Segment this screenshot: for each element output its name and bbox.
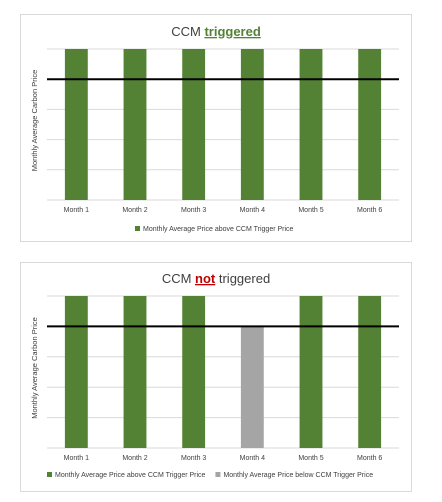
title-suffix: triggered <box>215 271 270 286</box>
chart-triggered-svg: CCM triggered Monthly Average Carbon Pric… <box>30 24 399 233</box>
x-tick-label: Month 6 <box>357 455 382 462</box>
title-prefix: CCM <box>162 271 195 286</box>
legend-swatch <box>135 226 140 231</box>
legend-entry: Monthly Average Price above CCM Trigger … <box>143 226 294 233</box>
bar-month-2 <box>123 296 147 448</box>
bar-month-4 <box>240 326 264 448</box>
x-tick-label: Month 1 <box>64 455 89 462</box>
bar-month-5 <box>299 296 323 448</box>
x-tick-label: Month 4 <box>240 455 265 462</box>
x-tick-label: Month 3 <box>181 455 206 462</box>
x-tick-label: Month 5 <box>298 455 323 462</box>
x-tick-label: Month 6 <box>357 207 382 214</box>
title-emphasis: triggered <box>204 24 260 39</box>
legend-swatch <box>215 472 221 477</box>
bar-month-5 <box>299 49 323 200</box>
y-axis-label: Monthly Average Carbon Price <box>30 70 39 172</box>
bar-month-3 <box>182 296 206 448</box>
bar-month-2 <box>123 49 147 200</box>
x-tick-label: Month 1 <box>64 207 89 214</box>
legend-swatch <box>47 472 52 477</box>
bar-month-1 <box>64 296 88 448</box>
y-axis-label: Monthly Average Carbon Price <box>30 317 39 419</box>
chart-title: CCM not triggered <box>162 271 270 286</box>
x-tick-label: Month 3 <box>181 207 206 214</box>
chart-triggered: CCM triggered Monthly Average Carbon Pric… <box>20 14 412 242</box>
chart-not-triggered: CCM not triggered Monthly Average Carbon … <box>20 262 412 492</box>
x-tick-label: Month 2 <box>122 455 147 462</box>
legend-entry: Monthly Average Price below CCM Trigger … <box>223 472 373 479</box>
chart-title: CCM triggered <box>171 24 261 39</box>
bar-month-4 <box>240 49 264 200</box>
title-prefix: CCM <box>171 24 204 39</box>
bar-month-1 <box>64 49 88 200</box>
title-emphasis: not <box>195 271 216 286</box>
bar-month-6 <box>358 296 382 448</box>
x-tick-label: Month 5 <box>298 207 323 214</box>
bar-month-3 <box>182 49 206 200</box>
legend-entry: Monthly Average Price above CCM Trigger … <box>55 472 206 479</box>
x-tick-label: Month 4 <box>240 207 265 214</box>
bar-month-6 <box>358 49 382 200</box>
chart-not-triggered-svg: CCM not triggered Monthly Average Carbon … <box>30 271 399 479</box>
x-tick-label: Month 2 <box>122 207 147 214</box>
